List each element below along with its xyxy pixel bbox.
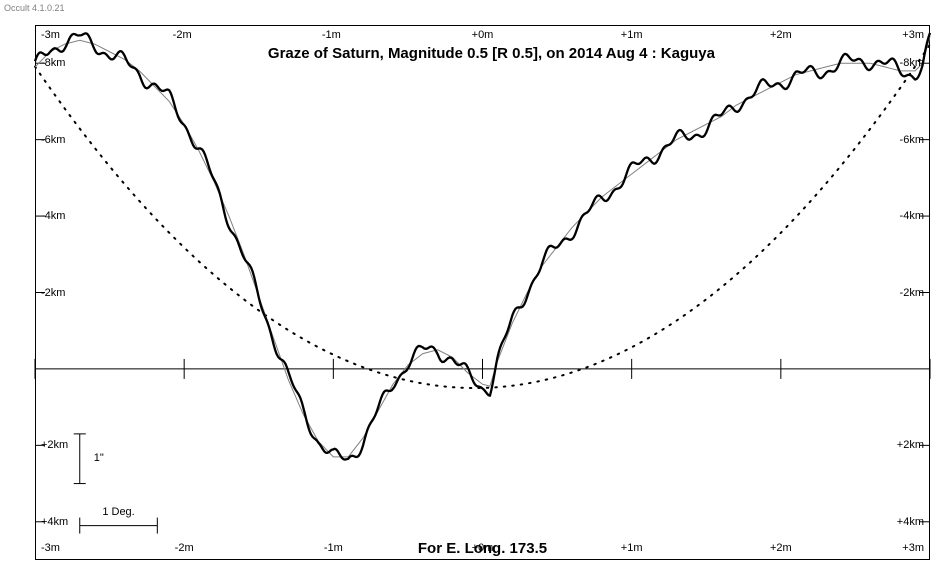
chart-title: Graze of Saturn, Magnitude 0.5 [R 0.5], …	[268, 45, 715, 62]
arcsec-scale-label: 1"	[94, 452, 104, 464]
y-tick-label-left: -2km	[41, 287, 65, 299]
y-tick-label-left: +2km	[41, 439, 68, 451]
x-tick-label-bottom: +2m	[770, 542, 792, 554]
x-tick-label-top: -2m	[173, 29, 192, 41]
x-tick-label-top: -1m	[322, 29, 341, 41]
degree-scale-label: 1 Deg.	[102, 506, 134, 518]
y-tick-label-left: -4km	[41, 210, 65, 222]
x-tick-label-bottom: -3m	[41, 542, 60, 554]
x-tick-label-top: +2m	[770, 29, 792, 41]
x-tick-label-bottom: +3m	[902, 542, 924, 554]
x-tick-label-bottom: -2m	[175, 542, 194, 554]
y-tick-label-left: +4km	[41, 516, 68, 528]
chart-svg	[0, 0, 950, 580]
y-tick-label-right: -2km	[900, 287, 924, 299]
x-tick-label-top: +1m	[621, 29, 643, 41]
x-tick-label-bottom: +1m	[621, 542, 643, 554]
y-tick-label-right: +2km	[897, 439, 924, 451]
y-tick-label-right: +4km	[897, 516, 924, 528]
x-tick-label-top: -3m	[41, 29, 60, 41]
y-tick-label-left: -8km	[41, 57, 65, 69]
y-tick-label-right: -4km	[900, 210, 924, 222]
x-tick-label-top: +0m	[472, 29, 494, 41]
y-tick-label-left: -6km	[41, 134, 65, 146]
y-tick-label-right: -6km	[900, 134, 924, 146]
y-tick-label-right: -8km	[900, 57, 924, 69]
x-tick-label-bottom: -1m	[324, 542, 343, 554]
x-tick-label-top: +3m	[902, 29, 924, 41]
x-tick-label-bottom: +0m	[472, 542, 494, 554]
